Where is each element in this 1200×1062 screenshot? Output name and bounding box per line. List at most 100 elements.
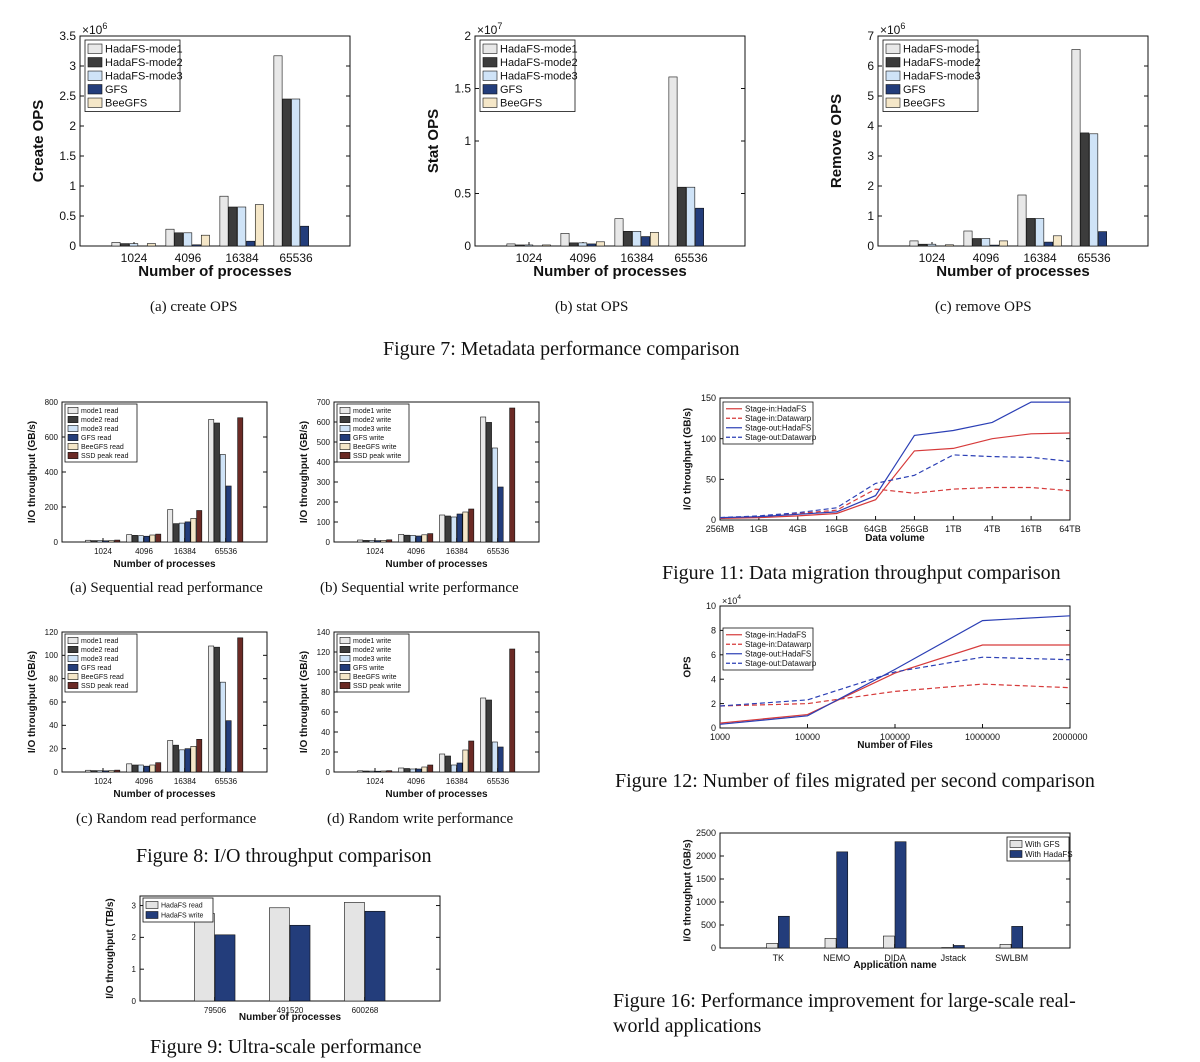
bar <box>344 902 365 1002</box>
bar <box>404 534 410 543</box>
caption-rand-read: (c) Random read performance <box>76 811 257 827</box>
plot-frame <box>877 35 1149 247</box>
plot-frame <box>333 631 540 773</box>
bar <box>569 242 579 247</box>
bar <box>398 767 405 773</box>
bar <box>427 533 434 543</box>
y-tick-label: 60 <box>321 708 330 717</box>
bar <box>468 740 475 773</box>
x-axis-label: Number of processes <box>385 559 488 570</box>
caption-remove-ops: (c) remove OPS <box>935 299 1032 315</box>
x-tick-label: 1000000 <box>965 732 1000 742</box>
legend-entry: mode3 write <box>353 426 391 433</box>
bar <box>114 769 121 773</box>
bar <box>1071 49 1081 247</box>
bar <box>578 242 588 247</box>
y-tick-label: 400 <box>45 468 59 477</box>
legend-swatch <box>885 43 901 54</box>
x-tick-label: 4096 <box>135 777 153 786</box>
legend-swatch <box>339 416 351 423</box>
chart-seq-read: 0 200 400 600 800 I/O throughput (GB/s) Number… <box>20 392 282 572</box>
y-tick-label: 6 <box>867 59 874 73</box>
bar <box>963 230 973 247</box>
bar <box>374 540 381 543</box>
bar <box>409 535 416 543</box>
bar <box>427 764 434 773</box>
bar <box>363 770 369 773</box>
bar <box>409 768 416 773</box>
legend-entry: With GFS <box>1025 840 1060 849</box>
chart-real-apps: 0 500 1000 1500 2000 2500 I/O throughput (GB/s… <box>670 825 1100 980</box>
x-axis-label: Number of processes <box>385 789 488 800</box>
bar <box>364 910 386 1002</box>
legend-entry: BeeGFS write <box>353 674 397 681</box>
legend-swatch <box>67 452 79 459</box>
bar <box>96 540 103 543</box>
legend-entry: mode3 read <box>81 656 118 663</box>
bar <box>614 218 624 247</box>
legend-swatch <box>67 637 79 644</box>
x-tick-label: 4096 <box>175 251 202 265</box>
y-tick-label: 3.5 <box>59 29 76 43</box>
chart-stat-ops: 0 0.5 1 1.5 2 Stat OPS Number of processes ×107… <box>425 21 765 290</box>
bar <box>998 240 1008 247</box>
legend-entry: BeeGFS write <box>353 444 397 451</box>
legend-swatch <box>339 434 351 441</box>
bar <box>439 753 446 773</box>
bar <box>456 762 463 773</box>
bar <box>1098 231 1107 247</box>
x-tick-label: 64TB <box>1059 524 1081 534</box>
bar <box>291 98 301 247</box>
legend-entry: GFS write <box>353 665 384 672</box>
x-tick-label: 16384 <box>1023 251 1057 265</box>
bar <box>990 244 999 247</box>
legend-entry: Stage-out:HadaFS <box>745 650 811 659</box>
bar <box>208 419 215 543</box>
bar <box>909 240 919 247</box>
bar <box>143 765 150 773</box>
y-tick-label: 100 <box>317 518 331 527</box>
x-tick-label: 65536 <box>215 777 238 786</box>
y-multiplier: ×107 <box>477 21 502 37</box>
legend-entry: mode2 write <box>353 417 391 424</box>
x-tick-label: 16384 <box>174 547 197 556</box>
legend-entry: Stage-in:Datawarp <box>745 640 812 649</box>
bar <box>219 454 226 543</box>
bar <box>200 234 210 247</box>
legend-swatch <box>1009 850 1023 858</box>
bar <box>357 539 364 543</box>
plot-frame <box>79 35 351 247</box>
bar <box>91 540 97 543</box>
bar <box>560 233 570 247</box>
legend-swatch <box>339 673 351 680</box>
x-tick-label: 1024 <box>366 777 384 786</box>
y-tick-label: 600 <box>45 433 59 442</box>
bar <box>632 231 642 247</box>
bar <box>192 244 201 247</box>
y-tick-label: 800 <box>45 398 59 407</box>
caption-seq-read: (a) Sequential read performance <box>70 580 263 596</box>
series-line <box>719 401 1070 519</box>
bar <box>219 195 229 247</box>
x-tick-label: SWLBM <box>995 953 1028 963</box>
bar <box>254 204 264 247</box>
legend-entry: mode3 write <box>353 656 391 663</box>
bar <box>173 744 179 773</box>
bar <box>587 243 596 247</box>
series-line <box>719 644 1070 724</box>
legend-swatch <box>67 425 79 432</box>
y-axis-label: I/O throughput (GB/s) <box>27 651 38 753</box>
legend-swatch <box>339 655 351 662</box>
x-axis-label: Number of processes <box>239 1012 342 1023</box>
x-tick-label: 491520 <box>277 1006 304 1015</box>
bar <box>415 535 422 543</box>
bar <box>972 238 982 247</box>
bar <box>237 417 244 543</box>
y-tick-label: 150 <box>701 393 716 403</box>
caption-create-ops: (a) create OPS <box>150 299 238 315</box>
bar <box>623 231 633 247</box>
y-tick-label: 5 <box>867 89 874 103</box>
legend-entry: Stage-out:HadaFS <box>745 424 811 433</box>
x-tick-label: 2000000 <box>1052 732 1087 742</box>
y-tick-label: 2500 <box>696 828 716 838</box>
